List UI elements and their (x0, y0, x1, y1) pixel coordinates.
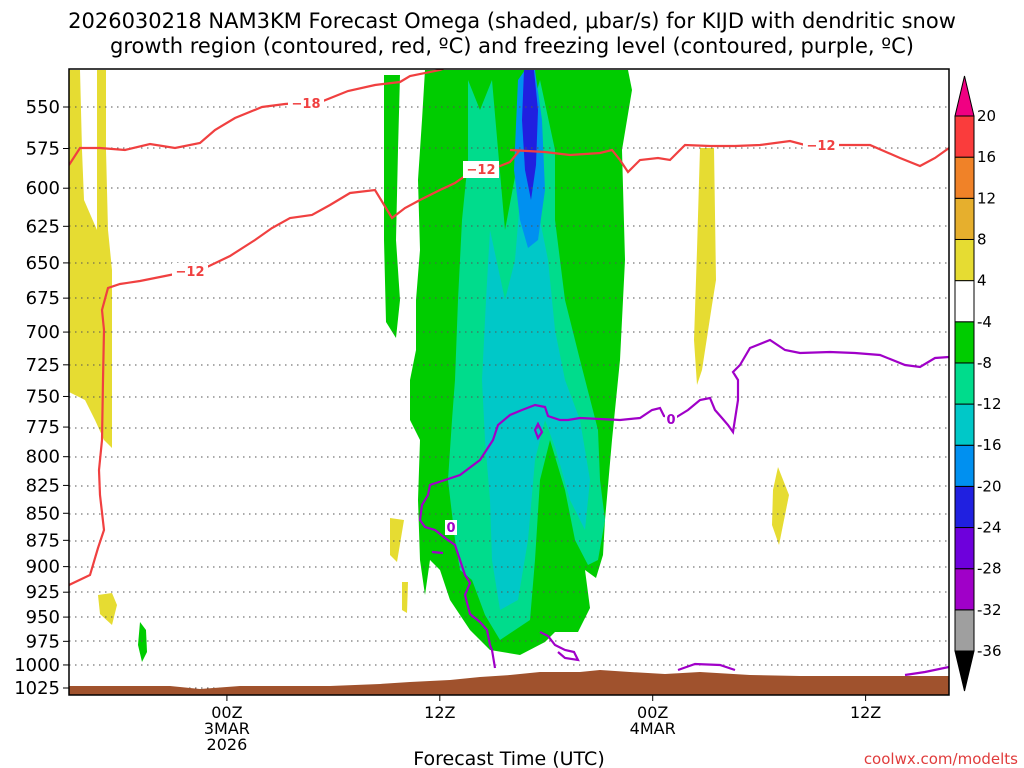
y-tick-label: 800 (26, 447, 60, 468)
label-minus12-a: −12 (467, 163, 496, 178)
colorbar-label: 20 (977, 107, 996, 125)
colorbar-label: 16 (977, 148, 996, 166)
x-tick-label: 12Z (850, 703, 881, 722)
colorbar-under-arrow (954, 650, 975, 692)
colorbar-swatch (954, 115, 975, 158)
freezing-line-bottom-arc (539, 631, 580, 662)
contour-minus12-upper-line (69, 69, 949, 174)
y-axis: 550 575 600 625 650 675 700 725 750 775 800 825 850 8… (14, 97, 69, 699)
shade-green-small-975 (138, 622, 147, 662)
chart-title-line1: 2026030218 NAM3KM Forecast Omega (shaded… (68, 9, 956, 33)
colorbar-swatch (954, 609, 975, 652)
colorbar-label: 4 (977, 272, 987, 290)
credit-text: coolwx.com/modelts (864, 750, 1018, 768)
y-tick-label: 825 (26, 475, 60, 496)
omega-negative-shading (138, 70, 632, 662)
gridlines (69, 106, 949, 689)
y-tick-label: 950 (26, 607, 60, 628)
y-tick-label: 1025 (14, 678, 60, 699)
y-tick-label: 650 (26, 253, 60, 274)
colorbar-swatch (954, 321, 975, 364)
colorbar-label: 8 (977, 230, 987, 248)
colorbar-swatch (954, 485, 975, 529)
colorbar-label: -28 (977, 560, 1002, 578)
shade-yellow-late-column (694, 148, 716, 385)
shade-yellow-860 (390, 518, 404, 562)
colorbar-label: -16 (977, 436, 1002, 454)
label-zero-a: 0 (666, 413, 675, 428)
colorbar-label: -32 (977, 601, 1002, 619)
y-tick-label: 700 (26, 322, 60, 343)
x-tick-label: 00Z (211, 703, 242, 722)
colorbar-label: -24 (977, 519, 1002, 537)
colorbar-label: -8 (977, 354, 992, 372)
colorbar-label: -4 (977, 313, 992, 331)
x-tick-label: 2026 (207, 735, 248, 754)
shade-yellow-940 (402, 582, 408, 613)
terrain-surface (69, 670, 949, 695)
y-tick-label: 625 (26, 216, 60, 237)
shade-yellow-left-column (69, 70, 112, 448)
colorbar-swatch (954, 403, 975, 446)
y-tick-label: 725 (26, 355, 60, 376)
x-tick-label: 4MAR (630, 719, 676, 738)
colorbar-label: -12 (977, 395, 1002, 413)
y-tick-label: 775 (26, 417, 60, 438)
colorbar-swatch (954, 156, 975, 199)
colorbar-over-arrow (954, 75, 975, 117)
label-minus12-b: −12 (176, 265, 205, 280)
x-axis: 00Z3MAR202612Z00Z4MAR12Z00Z5MAR (204, 695, 881, 754)
freezing-line-loop-775 (533, 421, 544, 441)
freezing-line-blip-880 (431, 550, 444, 555)
plot-area (69, 69, 949, 695)
x-tick-label: 12Z (424, 703, 455, 722)
freezing-line-main (418, 338, 949, 669)
y-tick-label: 750 (26, 386, 60, 407)
plot-frame (68, 68, 950, 696)
y-tick-label: 600 (26, 178, 60, 199)
y-tick-label: 675 (26, 288, 60, 309)
y-tick-label: 875 (26, 530, 60, 551)
shade-yellow-850-right (772, 467, 789, 545)
x-axis-label: Forecast Time (UTC) (413, 748, 604, 768)
chart-title-line2: growth region (contoured, red, ºC) and f… (110, 34, 914, 58)
freezing-line-surface-far-right (904, 665, 949, 677)
colorbar-label: 12 (977, 189, 996, 207)
y-tick-label: 900 (26, 557, 60, 578)
colorbar-swatch (954, 527, 975, 570)
label-zero-b: 0 (446, 521, 455, 536)
y-tick-label: 550 (26, 97, 60, 118)
colorbar-swatch (954, 568, 975, 611)
colorbar-swatch (954, 197, 975, 240)
label-minus18: −18 (292, 97, 321, 112)
y-tick-label: 1000 (14, 655, 60, 676)
contour-minus12-lower-line (69, 149, 521, 586)
y-tick-label: 575 (26, 138, 60, 159)
colorbar-label: -36 (977, 642, 1002, 660)
omega-positive-shading (69, 70, 789, 625)
y-tick-label: 975 (26, 631, 60, 652)
shade-green-narrow-column (384, 75, 400, 338)
contour-labels: −18 −12 −12 −12 0 0 (172, 95, 839, 536)
freezing-line-surface-right (677, 662, 736, 672)
colorbar: -36 -32 -28 -24 -20 -16 -12 -8 -4 4 8 12 16 20 (954, 75, 1002, 692)
red-contours (69, 69, 949, 586)
freezing-level-contour (418, 338, 949, 677)
shade-cyan-core (482, 170, 590, 610)
colorbar-swatch (954, 444, 975, 487)
y-tick-label: 925 (26, 582, 60, 603)
x-tick-label: 00Z (637, 703, 668, 722)
label-minus12-c: −12 (807, 139, 836, 154)
x-tick-label: 3MAR (204, 719, 250, 738)
colorbar-swatch (954, 362, 975, 405)
colorbar-swatch (954, 238, 975, 282)
colorbar-label: -20 (977, 477, 1002, 495)
y-tick-label: 850 (26, 503, 60, 524)
colorbar-swatch (954, 280, 975, 323)
shade-blue-core (522, 70, 538, 200)
